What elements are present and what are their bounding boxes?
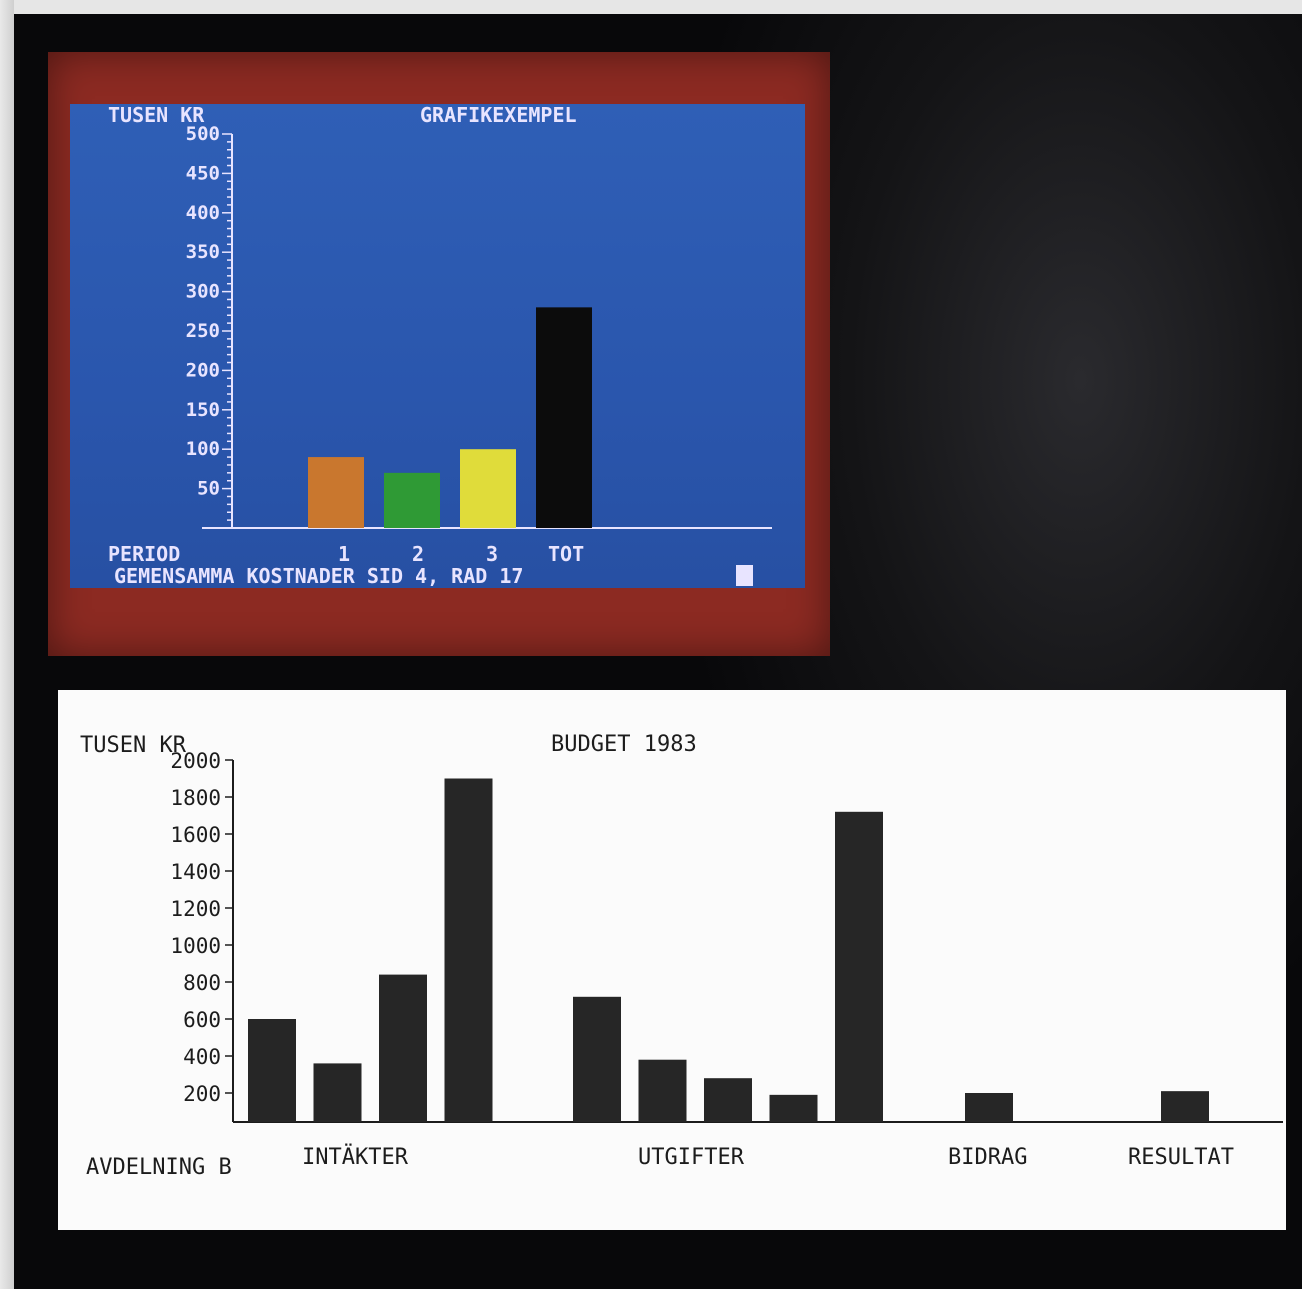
print-bar — [313, 1063, 362, 1122]
printout-sheet: TUSEN KR BUDGET 1983 AVDELNING B 200 400 6… — [58, 690, 1286, 1230]
page-edge-left — [0, 0, 14, 1289]
print-y-tick-label: 1000 — [170, 934, 221, 958]
crt-y-tick-label: 400 — [186, 202, 220, 224]
print-title: BUDGET 1983 — [551, 732, 697, 757]
crt-ylabel: TUSEN KR — [108, 104, 205, 127]
crt-y-tick-label: 200 — [186, 359, 220, 381]
crt-y-tick-label: 500 — [186, 123, 220, 145]
print-xlabel: AVDELNING B — [86, 1155, 232, 1180]
print-group-label: INTÄKTER — [302, 1144, 409, 1170]
crt-y-tick-label: 100 — [186, 438, 220, 460]
crt-bar — [460, 449, 516, 528]
crt-y-tick-label: 350 — [186, 241, 220, 263]
crt-x-tick-label: 1 — [338, 542, 350, 566]
cursor-block — [736, 565, 753, 586]
crt-xlabel: PERIOD — [108, 542, 180, 566]
crt-y-tick-label: 300 — [186, 281, 220, 303]
print-bar — [638, 1059, 687, 1122]
print-bar — [379, 974, 427, 1122]
crt-y-tick-label: 450 — [186, 162, 220, 184]
print-bar — [573, 996, 621, 1122]
print-y-tick-label: 400 — [183, 1045, 221, 1069]
page-edge-top — [0, 0, 1302, 14]
print-y-tick-label: 1600 — [170, 823, 221, 847]
crt-screen: TUSEN KR GRAFIKEXEMPEL PERIOD GEMENSAMMA… — [70, 104, 805, 588]
crt-bar — [536, 307, 592, 528]
print-y-tick-label: 600 — [183, 1008, 221, 1032]
printout-chart: TUSEN KR BUDGET 1983 AVDELNING B 200 400 6… — [80, 732, 1283, 1180]
print-bar — [704, 1078, 752, 1122]
print-group-label: UTGIFTER — [638, 1145, 745, 1170]
print-bar — [965, 1093, 1013, 1122]
print-y-tick-label: 800 — [183, 971, 221, 995]
print-y-tick-label: 200 — [183, 1082, 221, 1106]
print-y-tick-label: 1400 — [170, 860, 221, 884]
print-bar — [769, 1094, 818, 1122]
print-bar — [1161, 1091, 1209, 1122]
print-bar — [248, 1019, 296, 1122]
print-bar — [444, 778, 493, 1122]
print-y-tick-label: 2000 — [170, 749, 221, 773]
print-group-label: BIDRAG — [948, 1145, 1027, 1170]
crt-status-line: GEMENSAMMA KOSTNADER SID 4, RAD 17 — [114, 564, 523, 588]
crt-y-tick-label: 250 — [186, 320, 220, 342]
crt-title: GRAFIKEXEMPEL — [420, 104, 577, 127]
crt-y-tick-label: 150 — [186, 399, 220, 421]
print-ylabel: TUSEN KR — [80, 733, 187, 758]
print-bar — [835, 811, 883, 1122]
crt-x-tick-label: TOT — [548, 542, 584, 566]
print-group-label: RESULTAT — [1128, 1145, 1234, 1170]
crt-x-tick-label: 3 — [486, 542, 498, 566]
crt-bar — [384, 472, 440, 528]
crt-bar — [308, 457, 364, 528]
print-y-tick-label: 1800 — [170, 786, 221, 810]
crt-y-tick-label: 50 — [197, 478, 220, 500]
crt-x-tick-label: 2 — [412, 542, 424, 566]
crt-chart: TUSEN KR GRAFIKEXEMPEL PERIOD GEMENSAMMA… — [108, 104, 772, 588]
print-y-tick-label: 1200 — [170, 897, 221, 921]
